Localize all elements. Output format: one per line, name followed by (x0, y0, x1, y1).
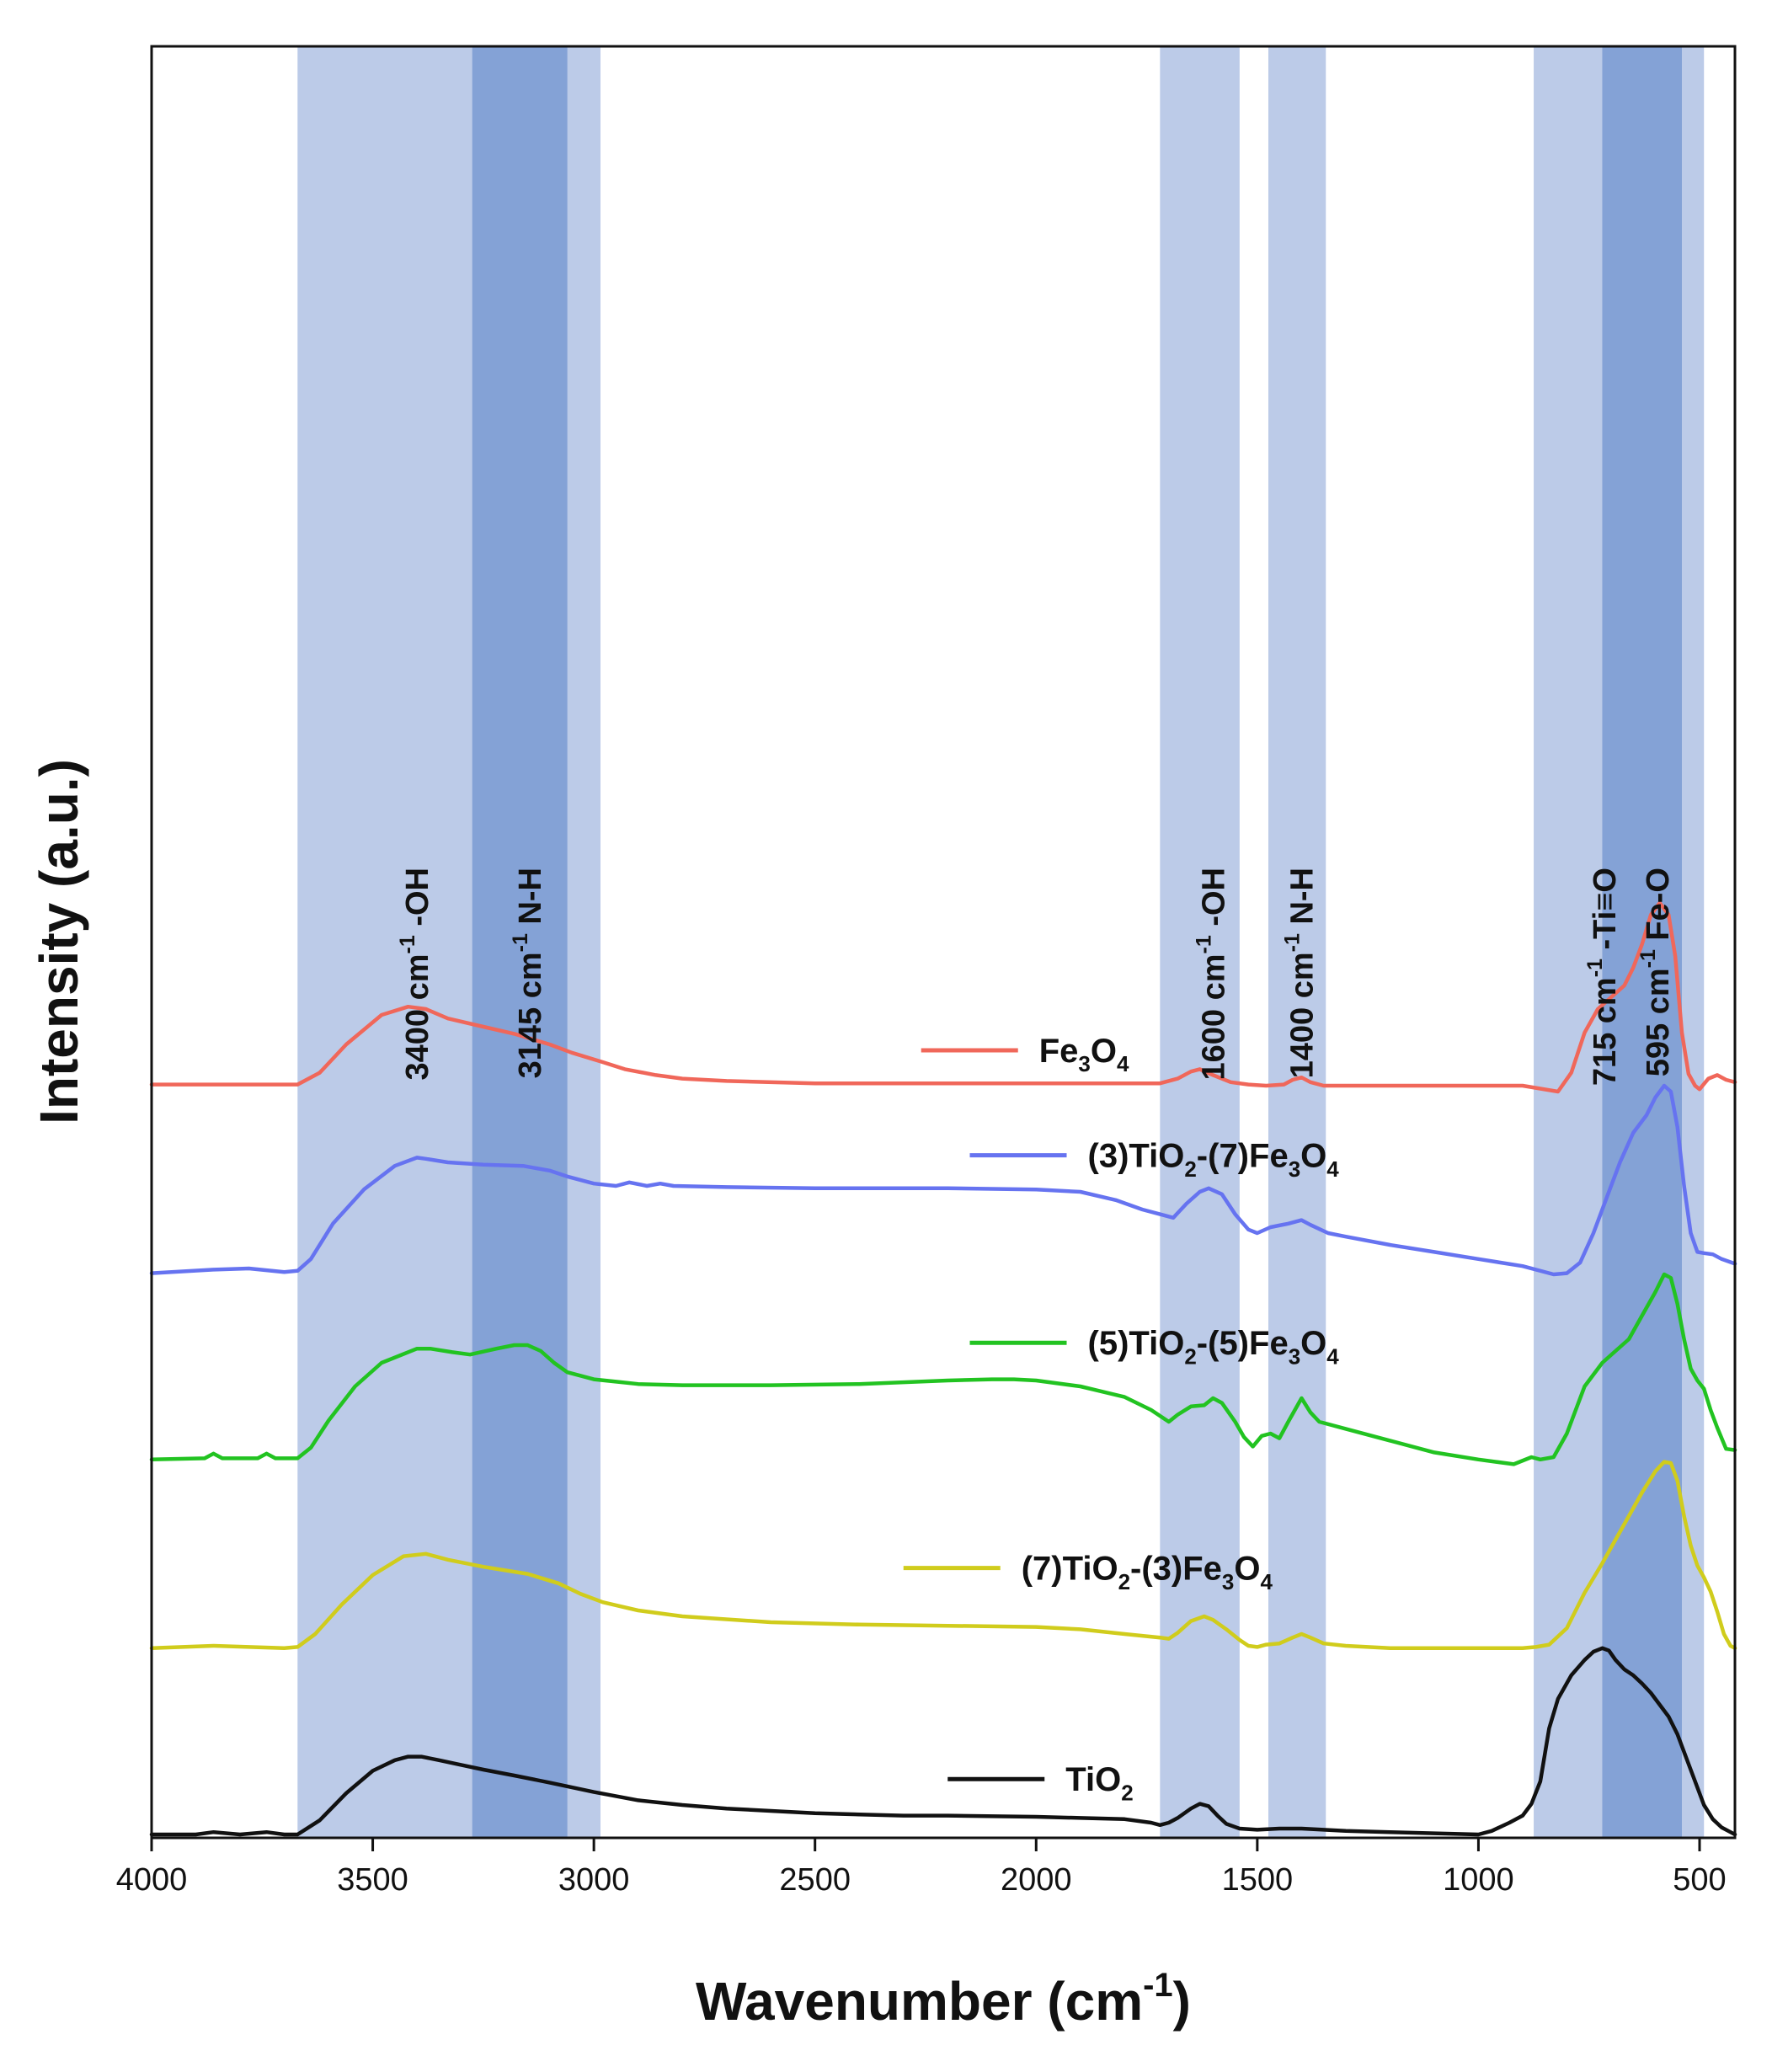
annotation-1400-cm-1-n-h: 1400 cm-1 N-H (1280, 868, 1320, 1078)
series-line-3-tio2-7-fe3o4 (149, 1083, 1737, 1277)
series-line-7-tio2-3-fe3o4 (149, 1460, 1737, 1651)
x-axis: 4000 3500 3000 2500 2000 1500 1000 500 (116, 1838, 1727, 1898)
spectra-lines (149, 900, 1737, 1837)
x-tick-label: 500 (1673, 1862, 1726, 1898)
legend-label: (7)TiO2-(3)Fe3O4 (1022, 1551, 1273, 1594)
oh-bend-band (1160, 46, 1240, 1838)
x-tick-label: 4000 (116, 1862, 188, 1898)
legend-label: TiO2 (1065, 1761, 1133, 1805)
x-axis-title: Wavenumber (cm-1) (696, 1967, 1191, 2032)
plot-frame (150, 45, 1737, 1840)
band-annotations: 3400 cm-1 -OH 3145 cm-1 N-H 1600 cm-1 -OH 1… (396, 868, 1676, 1086)
x-tick-label: 2500 (779, 1862, 851, 1898)
series-line-5-tio2-5-fe3o4 (149, 1272, 1737, 1466)
x-tick-label: 3500 (337, 1862, 408, 1898)
legend-item-5-tio2-5-fe3o4: (5)TiO2-(5)Fe3O4 (969, 1325, 1340, 1369)
series-line-fe3o4 (149, 900, 1737, 1094)
annotation-595-cm-1-fe-o: 595 cm-1 Fe-O (1636, 868, 1676, 1076)
absorption-bands (297, 46, 1705, 1838)
series-line-tio2 (149, 1646, 1737, 1837)
nh-stretch-band (472, 46, 568, 1838)
nh-bend-band (1268, 46, 1326, 1838)
legend-item-7-tio2-3-fe3o4: (7)TiO2-(3)Fe3O4 (903, 1551, 1273, 1594)
x-tick-label: 2000 (1001, 1862, 1072, 1898)
annotation-3400-cm-1-oh: 3400 cm-1 -OH (396, 868, 435, 1080)
y-axis-title: Intensity (a.u.) (29, 759, 89, 1124)
legend-item-3-tio2-7-fe3o4: (3)TiO2-(7)Fe3O4 (969, 1138, 1340, 1182)
legend-label: (5)TiO2-(5)Fe3O4 (1088, 1325, 1340, 1369)
legend-item-fe3o4: Fe3O4 (921, 1033, 1129, 1076)
legend-label: Fe3O4 (1039, 1033, 1129, 1076)
x-tick-label: 3000 (558, 1862, 630, 1898)
legend-label: (3)TiO2-(7)Fe3O4 (1088, 1138, 1340, 1182)
annotation-3145-cm-1-n-h: 3145 cm-1 N-H (509, 868, 548, 1078)
legend: Fe3O4 (3)TiO2-(7)Fe3O4 (5)TiO2-(5)Fe3O4 (7)… (903, 1033, 1340, 1805)
annotation-715-cm-1-ti-o: 715 cm-1 -Ti≡O (1583, 868, 1623, 1086)
x-tick-label: 1000 (1443, 1862, 1514, 1898)
annotation-1600-cm-1-oh: 1600 cm-1 -OH (1192, 868, 1231, 1080)
x-tick-label: 1500 (1222, 1862, 1294, 1898)
legend-item-tio2: TiO2 (947, 1761, 1134, 1805)
